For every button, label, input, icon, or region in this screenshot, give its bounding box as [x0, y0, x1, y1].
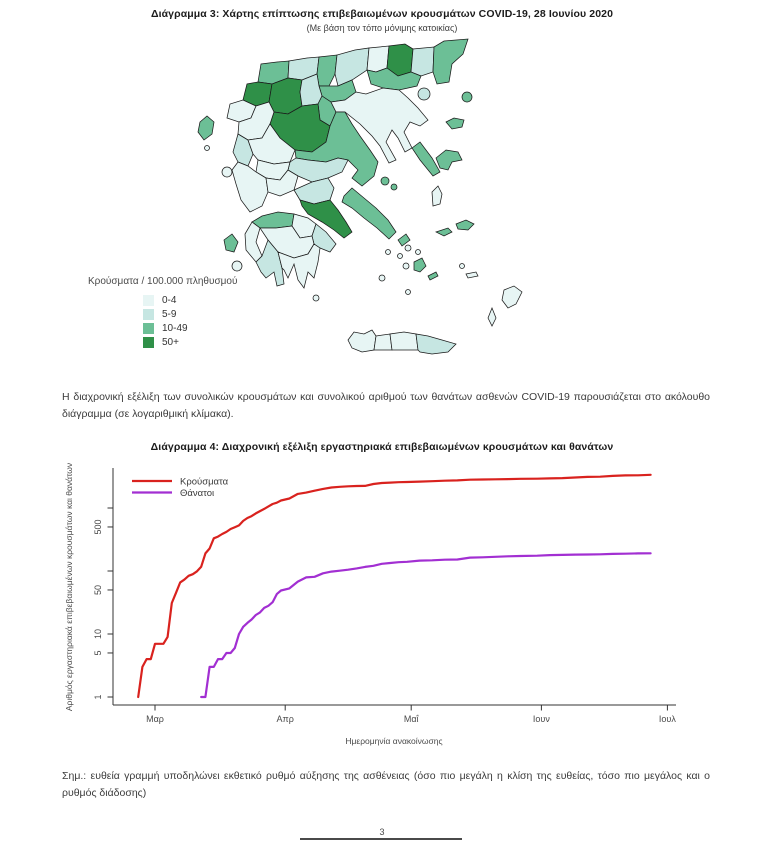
map-region: [415, 333, 457, 355]
map-legend-item: 5-9: [143, 307, 237, 321]
map-legend-item: 0-4: [143, 293, 237, 307]
map-region: [389, 331, 419, 351]
map-region: [277, 243, 321, 289]
map-region: [432, 38, 469, 85]
map-region-island: [380, 176, 390, 186]
map-region: [373, 333, 393, 351]
footer-rule: [300, 838, 462, 840]
legend-label: 10-49: [162, 322, 188, 334]
map-region-island: [417, 87, 431, 101]
map-region: [455, 219, 475, 231]
body-paragraph: Η διαχρονική εξέλιξη των συνολικών κρουσ…: [62, 391, 710, 420]
x-tick-label: Απρ: [277, 714, 294, 724]
map-region-island: [415, 249, 421, 255]
map-region: [347, 329, 377, 353]
map-region: [244, 221, 263, 263]
legend-label: 50+: [162, 336, 179, 348]
map-region-island: [312, 294, 320, 302]
map-legend-item: 50+: [143, 335, 237, 349]
map-legend-title: Κρούσματα / 100.000 πληθυσμού: [88, 276, 238, 287]
map-region: [247, 123, 296, 165]
map-region-island: [378, 274, 386, 282]
map-region: [366, 67, 422, 91]
map-region: [341, 187, 397, 240]
figure3-subtitle: (Με βάση τον τόπο μόνιμης κατοικίας): [306, 23, 458, 33]
map-region: [397, 233, 411, 247]
map-region: [431, 185, 443, 207]
map-region-island: [459, 263, 465, 269]
legend-label: 5-9: [162, 308, 177, 320]
figure4-title: Διάγραμμα 4: Διαχρονική εξέλιξη εργαστηρ…: [150, 441, 614, 453]
map-region-island: [402, 262, 410, 270]
map-region-island: [405, 289, 411, 295]
map-region: [265, 169, 299, 197]
map-region-island: [221, 166, 233, 178]
legend-swatch: [143, 294, 154, 306]
map-region: [487, 306, 497, 327]
map-region: [299, 199, 353, 239]
map-region-island: [231, 260, 243, 272]
map-region-island: [390, 183, 398, 191]
map-region: [411, 141, 441, 177]
y-tick-label: 50: [93, 585, 103, 595]
y-tick-label: 10: [93, 629, 103, 639]
x-tick-label: Ιουν: [533, 714, 550, 724]
legend-swatch: [143, 322, 154, 334]
page-number: 3: [379, 827, 385, 837]
x-axis-ticks: Μαρ Απρ Μαΐ Ιουν Ιουλ: [146, 705, 676, 724]
x-tick-label: Μαΐ: [404, 714, 420, 724]
map-region: [435, 227, 453, 237]
map-region: [316, 54, 338, 87]
map-region: [427, 271, 439, 281]
note-text: Σημ.: ευθεία γραμμή υποδηλώνει εκθετικό …: [62, 770, 710, 799]
greece-choropleth-map: [197, 38, 523, 355]
series-lines: [137, 473, 652, 699]
chart-x-axis-title: Ημερομηνία ανακοίνωσης: [345, 736, 442, 746]
y-axis-ticks: 1 5 10 50 500: [93, 507, 113, 700]
chart-legend-label: Θάνατοι: [180, 488, 214, 499]
map-region: [465, 271, 479, 279]
map-region-island: [461, 91, 473, 103]
map-region-island: [404, 244, 412, 252]
map-region: [410, 46, 435, 77]
chart-legend-label: Κρούσματα: [180, 477, 229, 488]
legend-swatch: [143, 308, 154, 320]
map-region: [413, 257, 427, 273]
x-tick-label: Ιουλ: [659, 714, 676, 724]
map-region-island: [385, 249, 391, 255]
map-region: [231, 161, 269, 213]
map-region: [501, 285, 523, 309]
series-line-Θάνατοι: [200, 552, 652, 699]
y-tick-label: 5: [93, 650, 103, 655]
line-chart: 1 5 10 50 500 Μαρ Απρ Μαΐ Ιουν Ιουλ ΚρούσματαΘάν…: [64, 463, 676, 746]
map-legend-item: 10-49: [143, 321, 237, 335]
x-tick-label: Μαρ: [146, 714, 164, 724]
map-region: [445, 117, 465, 130]
map-region: [435, 149, 463, 171]
series-line-Κρούσματα: [137, 473, 652, 699]
y-tick-label: 1: [93, 694, 103, 699]
map-region-island: [204, 145, 210, 151]
map-region: [251, 211, 295, 229]
map-region: [255, 239, 285, 287]
y-tick-label: 500: [93, 519, 103, 534]
legend-swatch: [143, 336, 154, 348]
map-region-island: [397, 253, 403, 259]
map-region: [223, 233, 239, 253]
map-region: [197, 115, 215, 141]
figure3-title: Διάγραμμα 3: Χάρτης επίπτωσης επιβεβαιωμ…: [150, 8, 614, 20]
map-legend: Κρούσματα / 100.000 πληθυσμού 0-4 5-9 10-4…: [88, 276, 237, 349]
legend-label: 0-4: [162, 294, 177, 306]
chart-y-axis-title: Αριθμός εργαστηριακά επιβεβαιωμένων κρου…: [64, 463, 74, 711]
map-legend-rows: 0-4 5-9 10-49 50+: [88, 293, 237, 349]
